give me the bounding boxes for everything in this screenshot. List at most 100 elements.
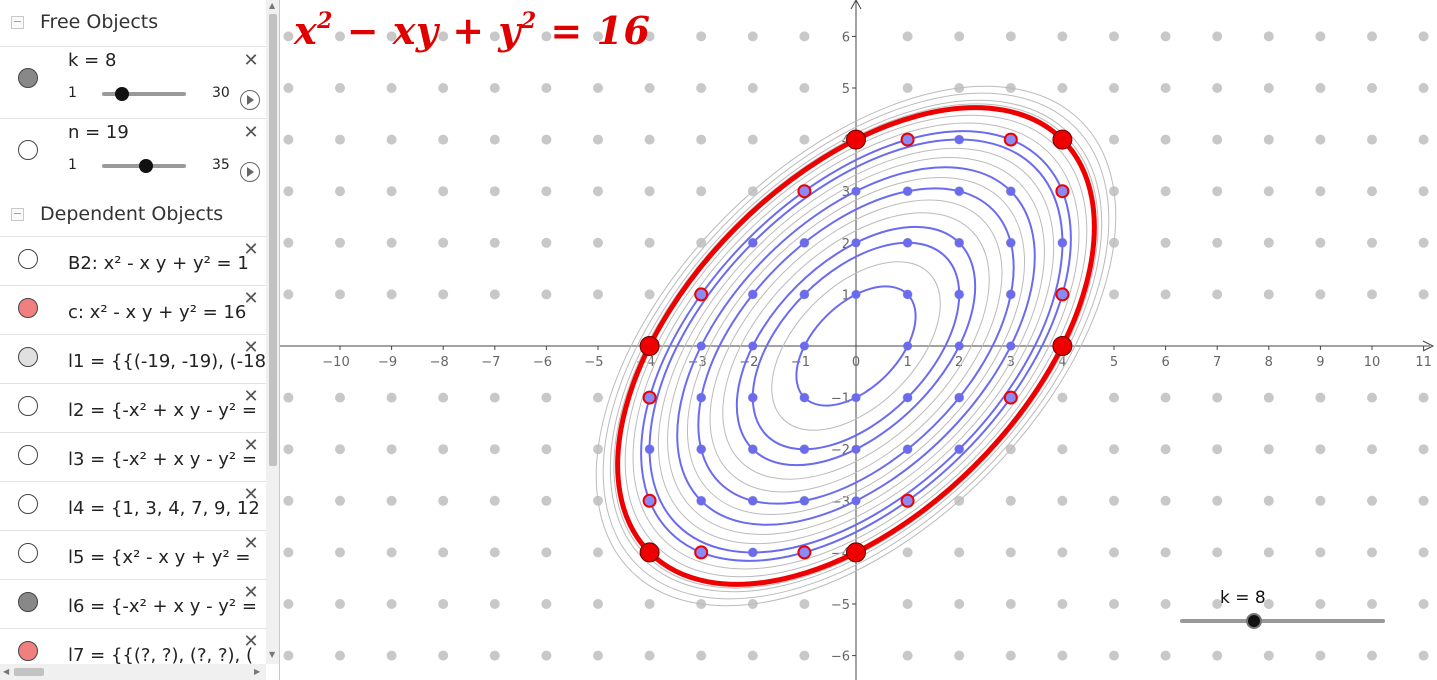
dependent-object-row[interactable]: l5 = {x² - x y + y² = ✕	[0, 530, 266, 579]
dependent-object-row[interactable]: B2: x² - x y + y² = 1 ✕	[0, 236, 266, 285]
slider-definition[interactable]: n = 19	[68, 122, 129, 143]
lattice-point[interactable]	[903, 238, 913, 248]
close-icon[interactable]: ✕	[243, 239, 259, 260]
lattice-point[interactable]	[748, 547, 758, 557]
blue-level-curve[interactable]	[641, 131, 1072, 562]
visibility-toggle-icon[interactable]	[18, 249, 38, 269]
close-icon[interactable]: ✕	[243, 435, 259, 456]
free-object-row[interactable]: k = 8 ✕ 1 30	[0, 46, 266, 118]
blue-level-curve[interactable]	[563, 53, 1150, 640]
red-ring-point[interactable]	[694, 287, 709, 302]
free-object-row[interactable]: n = 19 ✕ 1 35	[0, 118, 266, 190]
lattice-point[interactable]	[903, 444, 913, 454]
lattice-point[interactable]	[1006, 186, 1016, 196]
lattice-point[interactable]	[645, 444, 655, 454]
scroll-down-icon[interactable]: ▼	[269, 650, 276, 659]
gray-level-curve[interactable]	[586, 76, 1126, 616]
slider-knob[interactable]	[139, 159, 154, 173]
slider-track[interactable]	[102, 92, 186, 96]
collapse-toggle-icon[interactable]: −	[11, 207, 24, 221]
visibility-toggle-icon[interactable]	[18, 68, 38, 88]
integer-point[interactable]	[1052, 129, 1073, 150]
scroll-left-icon[interactable]: ◀	[3, 667, 10, 676]
lattice-point[interactable]	[696, 496, 706, 506]
red-ring-point[interactable]	[1003, 390, 1018, 405]
coordinate-plane[interactable]: −10 −9 −8 −7 −6 −5 −4 −3 −2 −1 0 1 2 3 4 5 6 7 8 9 10 1165432…	[280, 0, 1437, 680]
lattice-point[interactable]	[799, 238, 809, 248]
close-icon[interactable]: ✕	[243, 288, 259, 309]
lattice-point[interactable]	[954, 186, 964, 196]
red-ring-point[interactable]	[1055, 287, 1070, 302]
red-ring-point[interactable]	[900, 493, 915, 508]
lattice-point[interactable]	[799, 341, 809, 351]
integer-point[interactable]	[846, 129, 866, 150]
visibility-toggle-icon[interactable]	[18, 543, 38, 563]
lattice-point[interactable]	[1006, 289, 1016, 299]
red-ring-point[interactable]	[797, 184, 812, 199]
k-slider-graphics[interactable]: k = 8	[1180, 588, 1390, 638]
slider-definition[interactable]: k = 8	[68, 50, 117, 71]
gray-level-curve[interactable]	[626, 116, 1086, 576]
lattice-point[interactable]	[954, 238, 964, 248]
scroll-right-icon[interactable]: ▶	[254, 667, 261, 676]
integer-point[interactable]	[639, 542, 660, 563]
visibility-toggle-icon[interactable]	[18, 494, 38, 514]
integer-point[interactable]	[639, 336, 660, 356]
play-icon[interactable]	[240, 162, 260, 182]
lattice-point[interactable]	[903, 393, 913, 403]
lattice-point[interactable]	[748, 341, 758, 351]
lattice-point[interactable]	[954, 289, 964, 299]
integer-point[interactable]	[1052, 336, 1073, 356]
algebra-horizontal-scrollbar[interactable]: ◀ ▶	[0, 664, 266, 680]
object-definition[interactable]: l1 = {{(-19, -19), (-18	[68, 351, 266, 372]
dependent-objects-header[interactable]: − Dependent Objects	[0, 192, 266, 238]
red-ring-point[interactable]	[642, 493, 657, 508]
visibility-toggle-icon[interactable]	[18, 641, 38, 661]
gray-level-curve[interactable]	[657, 147, 1056, 546]
lattice-point[interactable]	[851, 496, 861, 506]
slider-knob[interactable]	[115, 87, 130, 101]
dependent-object-row[interactable]: l7 = {{(?, ?), (?, ?), (✕	[0, 628, 266, 677]
visibility-toggle-icon[interactable]	[18, 140, 38, 160]
object-definition[interactable]: l7 = {{(?, ?), (?, ?), (	[68, 645, 253, 666]
close-icon[interactable]: ✕	[243, 50, 259, 71]
integer-point[interactable]	[846, 542, 866, 563]
lattice-point[interactable]	[851, 444, 861, 454]
object-definition[interactable]: l3 = {-x² + x y - y² =	[68, 449, 257, 470]
graphics-view[interactable]: −10 −9 −8 −7 −6 −5 −4 −3 −2 −1 0 1 2 3 4 5 6 7 8 9 10 11 6 5 4 3 2…	[280, 0, 1437, 680]
lattice-point[interactable]	[903, 341, 913, 351]
close-icon[interactable]: ✕	[243, 582, 259, 603]
visibility-toggle-icon[interactable]	[18, 347, 38, 367]
dependent-object-row[interactable]: l2 = {-x² + x y - y² = ✕	[0, 383, 266, 432]
object-definition[interactable]: l4 = {1, 3, 4, 7, 9, 12	[68, 498, 260, 519]
scroll-up-icon[interactable]: ▲	[269, 1, 276, 10]
close-icon[interactable]: ✕	[243, 631, 259, 652]
algebra-vertical-scrollbar[interactable]: ▲ ▼	[266, 0, 279, 664]
visibility-toggle-icon[interactable]	[18, 298, 38, 318]
lattice-point[interactable]	[1006, 238, 1016, 248]
red-ring-point[interactable]	[1055, 184, 1070, 199]
lattice-point[interactable]	[799, 444, 809, 454]
play-icon[interactable]	[240, 90, 260, 110]
close-icon[interactable]: ✕	[243, 484, 259, 505]
lattice-point[interactable]	[748, 393, 758, 403]
lattice-point[interactable]	[696, 393, 706, 403]
gray-level-curve[interactable]	[551, 41, 1160, 650]
red-ring-point[interactable]	[1003, 132, 1018, 147]
red-ring-point[interactable]	[900, 132, 915, 147]
lattice-point[interactable]	[799, 289, 809, 299]
lattice-point[interactable]	[851, 186, 861, 196]
visibility-toggle-icon[interactable]	[18, 445, 38, 465]
object-definition[interactable]: l6 = {-x² + x y - y² =	[68, 596, 257, 617]
lattice-point[interactable]	[748, 444, 758, 454]
close-icon[interactable]: ✕	[243, 122, 259, 143]
object-definition[interactable]: B2: x² - x y + y² = 1	[68, 253, 249, 274]
dependent-object-row[interactable]: l1 = {{(-19, -19), (-18 ✕	[0, 334, 266, 383]
lattice-point[interactable]	[1057, 238, 1067, 248]
lattice-point[interactable]	[851, 289, 861, 299]
object-definition[interactable]: l5 = {x² - x y + y² =	[68, 547, 251, 568]
visibility-toggle-icon[interactable]	[18, 396, 38, 416]
close-icon[interactable]: ✕	[243, 337, 259, 358]
lattice-point[interactable]	[954, 444, 964, 454]
gray-level-curve[interactable]	[599, 89, 1114, 604]
